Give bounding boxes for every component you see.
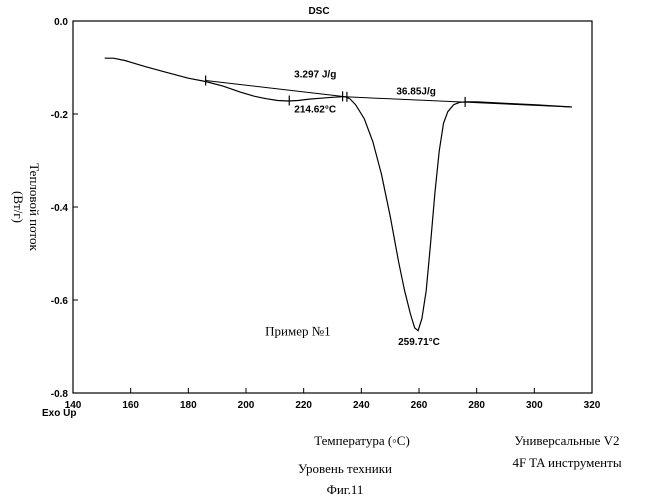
x-tick-label: 220 <box>295 400 312 411</box>
integration-baseline <box>206 81 346 97</box>
y-tick-label: -0.8 <box>51 389 69 400</box>
x-tick-label: 320 <box>584 400 601 411</box>
chart-annotation: 259.71°C <box>398 337 440 348</box>
chart-annotation: 214.62°C <box>294 105 336 116</box>
chart-annotation: 3.297 J/g <box>294 70 336 81</box>
x-tick-label: 180 <box>180 400 197 411</box>
chart-annotation: 36.85J/g <box>396 86 435 97</box>
x-tick-label: 240 <box>353 400 370 411</box>
y-axis-label: Тепловой поток(Вт/г) <box>11 163 42 251</box>
software-line-2: 4F TA инструменты <box>512 455 621 470</box>
y-axis: 0.0 -0.2 -0.4 -0.6 -0.8 <box>51 17 78 400</box>
y-axis-label-line: Тепловой поток <box>27 163 42 251</box>
x-tick-label: 160 <box>122 400 139 411</box>
y-tick-label: -0.2 <box>51 110 69 121</box>
sample-label: Пример №1 <box>265 323 331 338</box>
annotations: 3.297 J/g 214.62°C 36.85J/g 259.71°C Пример … <box>265 70 440 348</box>
x-tick-label: 260 <box>411 400 428 411</box>
y-tick-label: -0.4 <box>51 203 69 214</box>
caption-line-1: Уровень техники <box>298 461 392 476</box>
figure-caption: Фиг.11 <box>327 482 364 497</box>
x-axis-label: Температура (◦C) <box>314 433 410 448</box>
y-tick-label: 0.0 <box>54 17 68 28</box>
software-line-1: Универсальные V2 <box>514 433 619 448</box>
chart-title: DSC <box>308 6 329 17</box>
baselines <box>206 81 572 108</box>
x-tick-label: 300 <box>526 400 543 411</box>
x-tick-label: 200 <box>238 400 255 411</box>
x-axis: 140160180200220240260280300320 <box>65 388 601 411</box>
y-tick-label: -0.6 <box>51 296 69 307</box>
x-tick-label: 280 <box>468 400 485 411</box>
dsc-curve-series <box>105 58 572 331</box>
y-axis-label-line: (Вт/г) <box>11 191 26 223</box>
exo-up-label: Exo Up <box>42 408 76 419</box>
